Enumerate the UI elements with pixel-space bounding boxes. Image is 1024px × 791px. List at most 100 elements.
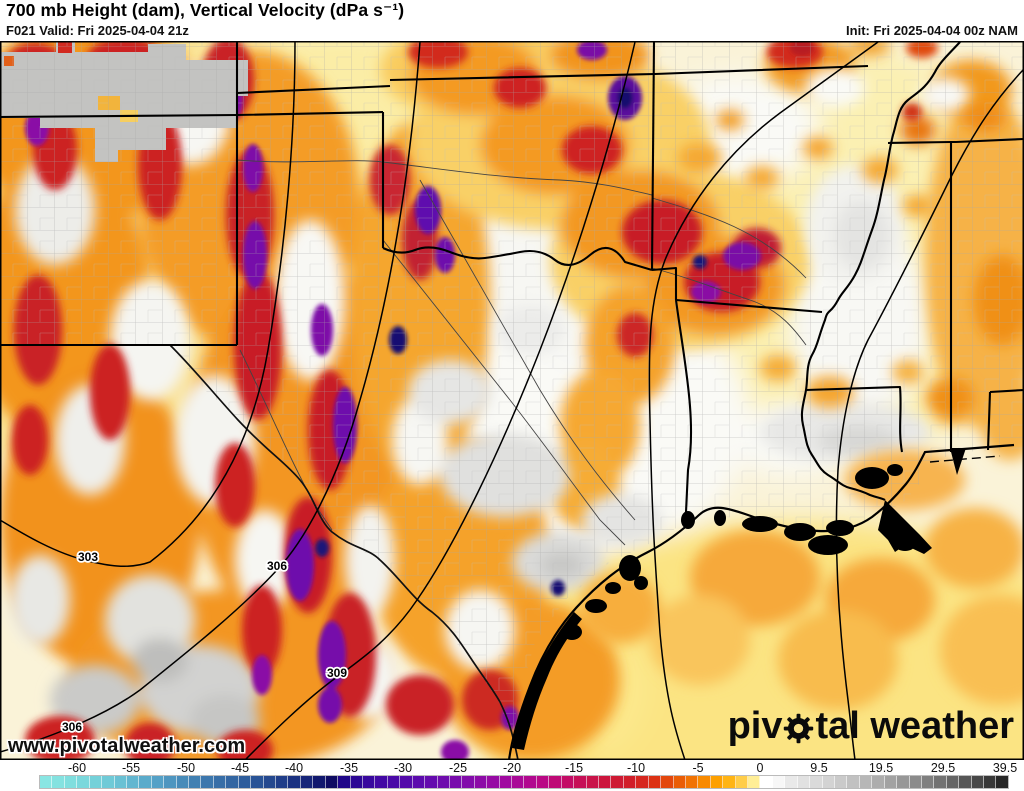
colorbar-cell (313, 776, 326, 788)
weather-map: 303 306 309 306 (0, 41, 1024, 760)
colorbar-cell (512, 776, 525, 788)
contour-label: 309 (327, 666, 347, 680)
colorbar-cell (89, 776, 103, 788)
colorbar-cell (897, 776, 910, 788)
colorbar-cell (859, 776, 873, 788)
colorbar-cell (350, 776, 363, 788)
colorbar-cell (847, 776, 860, 788)
colorbar-cell (723, 776, 736, 788)
map-frame (0, 41, 1024, 760)
contour-label: 303 (78, 550, 98, 564)
height-contours (0, 41, 1024, 760)
colorbar-cell (735, 776, 749, 788)
gear-icon (784, 713, 814, 743)
colorbar-cell (549, 776, 562, 788)
colorbar-cell (164, 776, 177, 788)
colorbar-tick: -55 (121, 761, 141, 775)
colorbar-cell (835, 776, 848, 788)
colorbar-cell (462, 776, 475, 788)
colorbar-cell (40, 776, 53, 788)
colorbar-cell (785, 776, 798, 788)
map-canvas: 303 306 309 306 (0, 41, 1024, 760)
colorbar-cell (263, 776, 277, 788)
colorbar-tick: 19.5 (868, 761, 894, 775)
colorbar-tick: -20 (502, 761, 522, 775)
colorbar-tick-labels: -60 -55 -50 -45 -40 -35 -30 -25 -20 -15 -10 -5 0 9.5 1… (0, 761, 1024, 775)
colorbar-cell (362, 776, 376, 788)
forecast-valid-label: F021 Valid: Fri 2025-04-04 21z (6, 23, 189, 38)
colorbar-cell (176, 776, 190, 788)
colorbar-cell (971, 776, 985, 788)
colorbar-cell (300, 776, 314, 788)
colorbar-tick: -10 (626, 761, 646, 775)
colorbar-cell (710, 776, 724, 788)
state-borders (0, 41, 1024, 513)
colorbar-cell (226, 776, 239, 788)
colorbar-tick: -25 (448, 761, 468, 775)
colorbar-cell (909, 776, 922, 788)
model-init-label: Init: Fri 2025-04-04 00z NAM (846, 23, 1018, 38)
colorbar-cells (39, 775, 1009, 789)
colorbar-cell (126, 776, 140, 788)
watermark: www.pivotalweather.com (8, 735, 246, 757)
colorbar-tick: -30 (393, 761, 413, 775)
colorbar-tick: 39.5 (992, 761, 1018, 775)
colorbar-cell (276, 776, 289, 788)
colorbar-cell (139, 776, 152, 788)
contour-labels: 303 306 309 306 (60, 548, 349, 736)
colorbar-cell (536, 776, 550, 788)
colorbar-cell (698, 776, 711, 788)
colorbar-cell (524, 776, 537, 788)
colorbar-cell (189, 776, 202, 788)
colorbar-cell (288, 776, 301, 788)
colorbar-cell (77, 776, 90, 788)
colorbar-cell (201, 776, 214, 788)
colorbar-cell (474, 776, 488, 788)
page-title: 700 mb Height (dam), Vertical Velocity (… (6, 0, 405, 20)
colorbar-cell (437, 776, 450, 788)
colorbar-tick: -45 (230, 761, 250, 775)
colorbar-cell (400, 776, 413, 788)
colorbar-cell (561, 776, 575, 788)
colorbar-cell (772, 776, 786, 788)
colorbar-tick: -35 (339, 761, 359, 775)
colorbar-cell (64, 776, 78, 788)
colorbar-tick: -15 (564, 761, 584, 775)
colorbar-cell (623, 776, 637, 788)
colorbar-cell (810, 776, 823, 788)
colorbar-tick: 29.5 (930, 761, 956, 775)
colorbar-cell (884, 776, 898, 788)
colorbar-cell (574, 776, 587, 788)
colorbar-cell (387, 776, 401, 788)
header: 700 mb Height (dam), Vertical Velocity (… (0, 0, 1024, 41)
colorbar-cell (797, 776, 811, 788)
logo-text-left: piv (727, 705, 783, 747)
colorbar-cell (685, 776, 699, 788)
colorbar-cell (996, 776, 1008, 788)
colorbar-cell (822, 776, 835, 788)
pivotal-weather-logo: piv tal weather (728, 707, 1014, 745)
coastline (507, 443, 1015, 760)
colorbar-cell (636, 776, 649, 788)
colorbar-cell (325, 776, 339, 788)
colorbar-cell (934, 776, 947, 788)
colorbar-cell (238, 776, 252, 788)
colorbar-cell (102, 776, 115, 788)
colorbar-cell (673, 776, 686, 788)
colorbar-cell (412, 776, 426, 788)
colorbar-cell (425, 776, 438, 788)
colorbar-cell (921, 776, 935, 788)
colorbar-cell (114, 776, 127, 788)
colorbar-tick: 0 (756, 761, 764, 775)
logo-text-right: tal weather (815, 705, 1014, 747)
colorbar-cell (984, 776, 997, 788)
colorbar-cell (586, 776, 599, 788)
rio-grande-river (169, 344, 519, 760)
colorbar-cell (251, 776, 264, 788)
county-lines (0, 41, 1024, 760)
colorbar-tick: -50 (176, 761, 196, 775)
colorbar-cell (598, 776, 612, 788)
colorbar-cell (499, 776, 513, 788)
contour-label: 306 (62, 720, 82, 734)
colorbar-cell (151, 776, 165, 788)
